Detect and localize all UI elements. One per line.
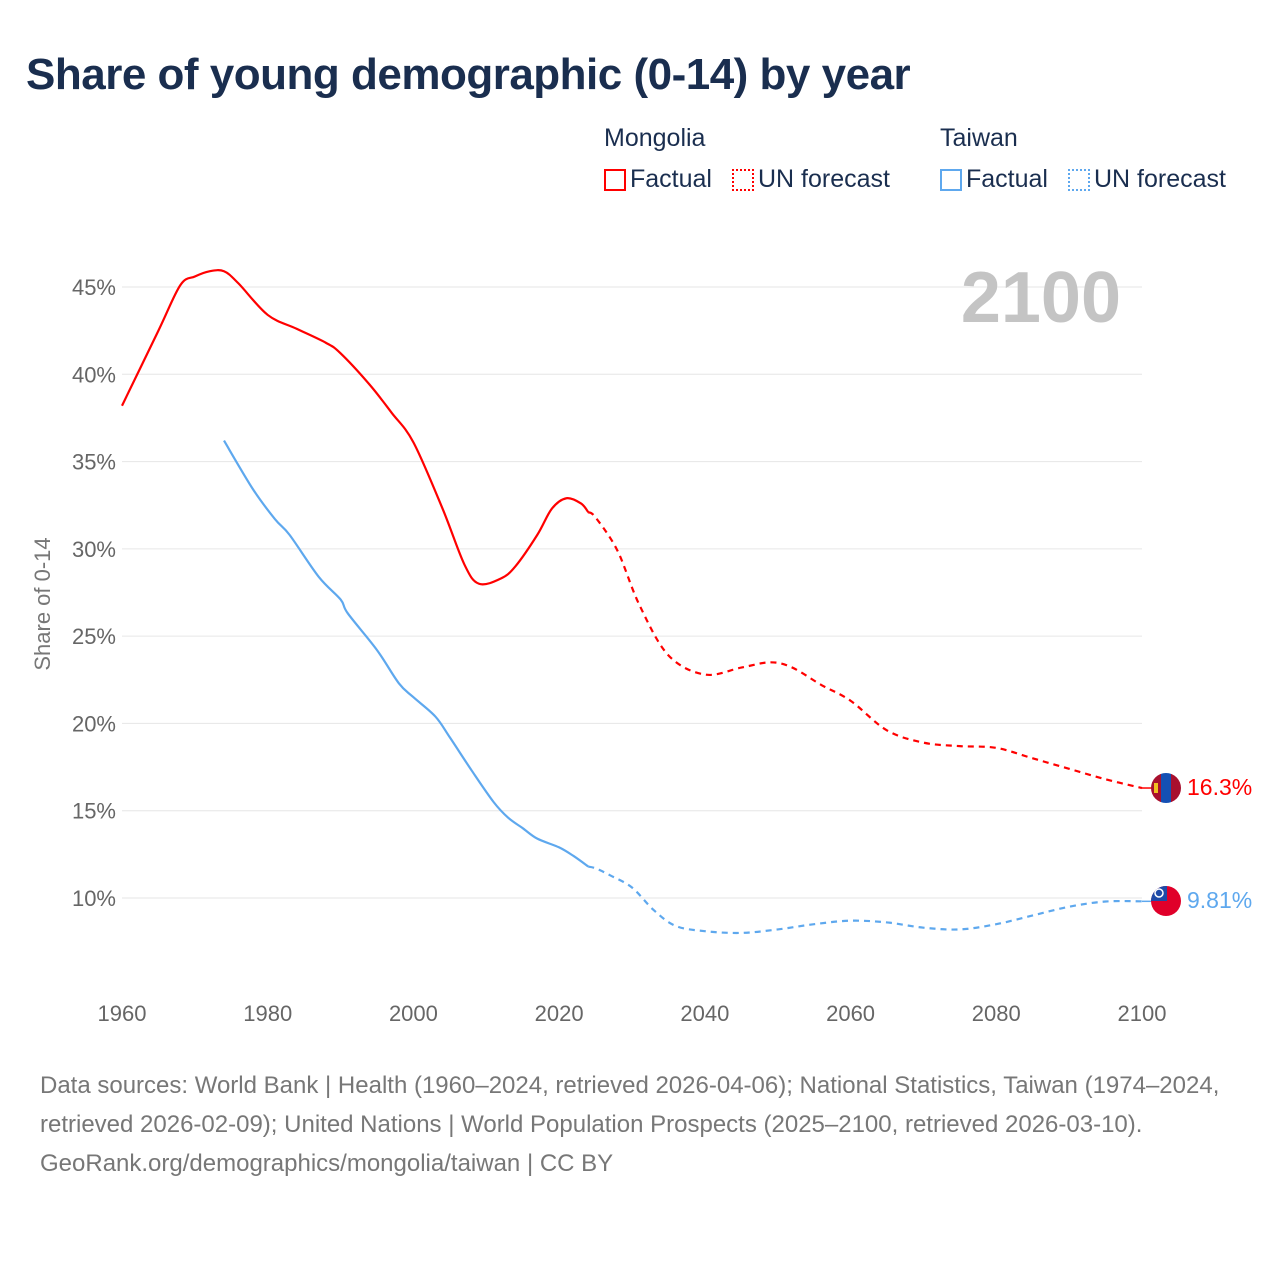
data-sources: Data sources: World Bank | Health (1960–… bbox=[40, 1072, 1220, 1138]
footer: Data sources: World Bank | Health (1960–… bbox=[40, 1066, 1240, 1183]
legend-item-forecast[interactable]: UN forecast bbox=[1067, 165, 1226, 194]
x-tick-label: 2020 bbox=[535, 1001, 584, 1026]
x-tick-label: 2040 bbox=[680, 1001, 729, 1026]
y-tick-label: 25% bbox=[72, 624, 116, 649]
source-link[interactable]: GeoRank.org/demographics/mongolia/taiwan… bbox=[40, 1150, 614, 1177]
legend-mongolia: Mongolia Factual UN forecast bbox=[604, 124, 904, 194]
legend-swatch-solid bbox=[604, 168, 626, 191]
legend-group-label: Taiwan bbox=[940, 124, 1018, 152]
y-tick-label: 45% bbox=[72, 275, 116, 300]
legend-swatch-dotted bbox=[1067, 168, 1090, 191]
x-tick-label: 1980 bbox=[243, 1001, 292, 1026]
legend-item-factual[interactable]: Factual bbox=[940, 165, 1048, 194]
y-axis-label: Share of 0-14 bbox=[30, 537, 55, 670]
legend-label: UN forecast bbox=[1093, 165, 1226, 193]
legend-swatch-dotted bbox=[731, 168, 754, 191]
x-tick-label: 2000 bbox=[389, 1001, 438, 1026]
taiwan-flag-icon bbox=[1151, 886, 1181, 916]
x-tick-label: 2080 bbox=[972, 1001, 1021, 1026]
end-label-mongolia: 16.3% bbox=[1187, 774, 1252, 800]
legend-label: Factual bbox=[630, 165, 712, 193]
legend-swatch-solid bbox=[940, 168, 962, 191]
legend-taiwan: Taiwan Factual UN forecast bbox=[940, 124, 1240, 194]
x-tick-label: 1960 bbox=[98, 1001, 147, 1026]
taiwan-factual-line bbox=[223, 440, 589, 868]
chart-title: Share of young demographic (0-14) by yea… bbox=[26, 50, 911, 99]
legend-label: Factual bbox=[966, 165, 1048, 193]
y-tick-label: 30% bbox=[72, 537, 116, 562]
end-label-taiwan: 9.81% bbox=[1187, 887, 1252, 913]
y-tick-label: 40% bbox=[72, 362, 116, 387]
taiwan-forecast-line bbox=[588, 865, 1143, 935]
y-tick-label: 15% bbox=[72, 799, 116, 824]
mongolia-forecast-line bbox=[587, 511, 1143, 790]
y-tick-label: 20% bbox=[72, 711, 116, 736]
x-tick-label: 2100 bbox=[1118, 1001, 1167, 1026]
y-tick-label: 10% bbox=[72, 886, 116, 911]
x-tick-label: 2060 bbox=[826, 1001, 875, 1026]
legend-group-label: Mongolia bbox=[604, 124, 706, 152]
legend-item-forecast[interactable]: UN forecast bbox=[731, 165, 890, 194]
legend-item-factual[interactable]: Factual bbox=[604, 165, 712, 194]
year-watermark: 2100 bbox=[961, 258, 1121, 338]
legend-label: UN forecast bbox=[757, 165, 890, 193]
mongolia-factual-line bbox=[121, 269, 590, 586]
y-tick-label: 35% bbox=[72, 450, 116, 475]
mongolia-flag-icon bbox=[1151, 773, 1181, 803]
